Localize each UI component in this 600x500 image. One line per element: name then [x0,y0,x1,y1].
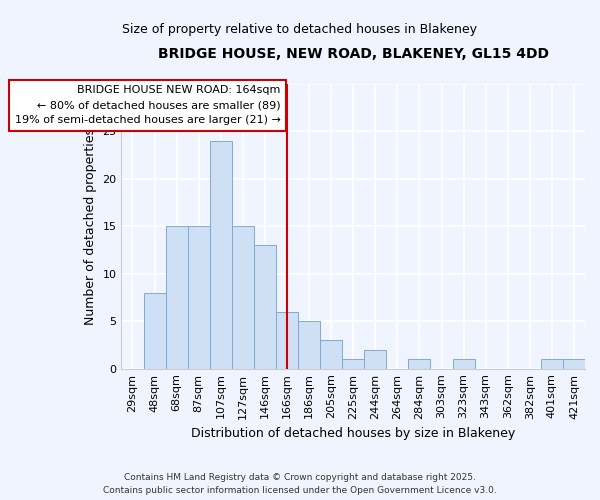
Y-axis label: Number of detached properties: Number of detached properties [84,128,97,324]
Bar [320,340,342,368]
Bar [298,321,320,368]
Bar [232,226,254,368]
Bar [276,312,298,368]
Text: Size of property relative to detached houses in Blakeney: Size of property relative to detached ho… [122,22,478,36]
Bar [254,245,276,368]
Title: BRIDGE HOUSE, NEW ROAD, BLAKENEY, GL15 4DD: BRIDGE HOUSE, NEW ROAD, BLAKENEY, GL15 4… [158,48,549,62]
Bar [342,359,364,368]
Bar [452,359,475,368]
Text: BRIDGE HOUSE NEW ROAD: 164sqm
← 80% of detached houses are smaller (89)
19% of s: BRIDGE HOUSE NEW ROAD: 164sqm ← 80% of d… [14,86,280,125]
Text: Contains HM Land Registry data © Crown copyright and database right 2025.
Contai: Contains HM Land Registry data © Crown c… [103,474,497,495]
X-axis label: Distribution of detached houses by size in Blakeney: Distribution of detached houses by size … [191,427,515,440]
Bar [563,359,585,368]
Bar [143,292,166,368]
Bar [541,359,563,368]
Bar [364,350,386,368]
Bar [409,359,430,368]
Bar [210,140,232,368]
Bar [166,226,188,368]
Bar [188,226,210,368]
